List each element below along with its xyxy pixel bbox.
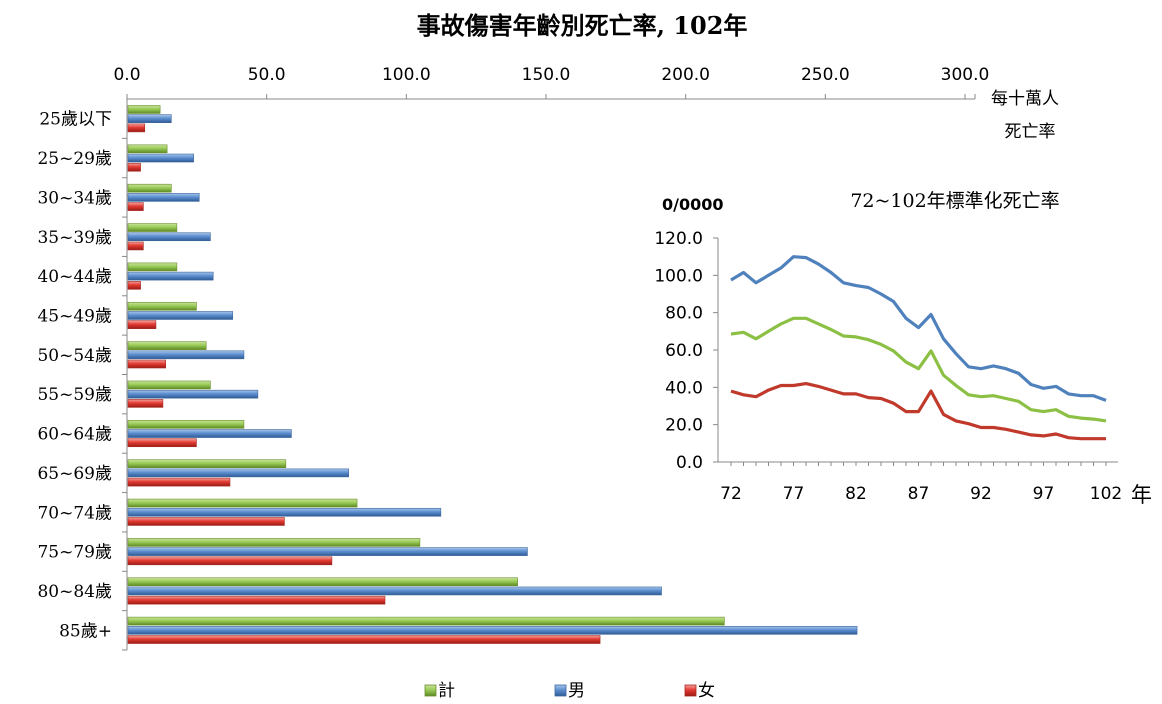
bar-female bbox=[127, 202, 144, 211]
bar-total bbox=[127, 616, 725, 626]
legend-label-total: 計 bbox=[438, 681, 455, 701]
category-label: 50~54歲 bbox=[37, 346, 112, 366]
bar-total bbox=[127, 341, 207, 350]
bar-female bbox=[127, 123, 146, 133]
bar-total bbox=[127, 538, 421, 547]
category-label: 75~79歲 bbox=[37, 543, 112, 563]
bar-female bbox=[127, 595, 386, 605]
bar-total bbox=[127, 183, 172, 193]
category-label: 70~74歲 bbox=[37, 503, 112, 523]
inset-line-male bbox=[730, 255, 1107, 402]
unit-label-line2: 死亡率 bbox=[1005, 122, 1056, 142]
legend-swatch-female bbox=[684, 684, 697, 697]
category-label: 85歲+ bbox=[59, 621, 112, 641]
bar-female bbox=[127, 359, 167, 369]
bar-male bbox=[127, 271, 214, 281]
bar-female bbox=[127, 556, 333, 566]
category-label: 60~64歲 bbox=[37, 425, 112, 445]
legend: 計 男 女 bbox=[424, 681, 715, 701]
inset-x-tick-label: 97 bbox=[1033, 484, 1055, 504]
category-label: 40~44歲 bbox=[37, 267, 112, 287]
category-label: 80~84歲 bbox=[37, 582, 112, 602]
inset-line-female bbox=[730, 382, 1106, 441]
bar-female bbox=[127, 399, 164, 408]
bar-male bbox=[127, 350, 245, 360]
category-label: 30~34歲 bbox=[37, 188, 112, 208]
main-chart-title: 事故傷害年齡別死亡率, 102年 bbox=[417, 11, 748, 40]
bar-male bbox=[127, 232, 211, 242]
inset-x-tick-label: 72 bbox=[720, 484, 742, 504]
inset-y-tick-label: 0.0 bbox=[676, 453, 703, 473]
bar-male bbox=[127, 193, 200, 202]
inset-y-tick-label: 100.0 bbox=[654, 266, 703, 286]
bar-total bbox=[127, 380, 211, 390]
inset-title: 72~102年標準化死亡率 bbox=[850, 190, 1059, 212]
bar-male bbox=[127, 468, 349, 478]
bar-male bbox=[127, 311, 234, 320]
bar-female bbox=[127, 517, 285, 526]
bar-female bbox=[127, 477, 231, 487]
main-x-tick-label: 250.0 bbox=[801, 65, 850, 85]
unit-label-line1: 每十萬人 bbox=[991, 89, 1059, 109]
bar-total bbox=[127, 262, 178, 272]
bar-female bbox=[127, 241, 144, 251]
bar-male bbox=[127, 547, 528, 556]
legend-label-male: 男 bbox=[568, 681, 585, 701]
legend-swatch-total bbox=[424, 684, 437, 697]
main-x-tick-label: 50.0 bbox=[248, 65, 286, 85]
inset-x-tick-label: 102 bbox=[1090, 484, 1122, 504]
bar-female bbox=[127, 281, 141, 290]
inset-y-tick-label: 40.0 bbox=[665, 378, 703, 398]
inset-x-tick-label: 87 bbox=[908, 484, 930, 504]
inset-x-tick-label: 92 bbox=[970, 484, 992, 504]
inset-x-tick-label: 77 bbox=[783, 484, 805, 504]
inset-x-tick-label: 82 bbox=[845, 484, 867, 504]
inset-y-tick-label: 80.0 bbox=[665, 304, 703, 324]
category-label: 25歲以下 bbox=[39, 110, 112, 130]
category-label: 35~39歲 bbox=[37, 228, 112, 248]
inset-ylabel: 0/0000 bbox=[662, 195, 724, 214]
bar-total bbox=[127, 420, 245, 429]
main-x-tick-label: 300.0 bbox=[941, 65, 990, 85]
bar-total bbox=[127, 144, 168, 154]
category-label: 45~49歲 bbox=[37, 306, 112, 326]
inset-y-tick-label: 120.0 bbox=[654, 229, 703, 249]
bar-female bbox=[127, 320, 157, 329]
bar-total bbox=[127, 498, 358, 508]
inset-y-tick-label: 20.0 bbox=[665, 416, 703, 436]
main-x-tick-label: 150.0 bbox=[522, 65, 571, 85]
bar-total bbox=[127, 223, 178, 232]
bar-male bbox=[127, 586, 662, 596]
bar-female bbox=[127, 438, 197, 448]
legend-swatch-male bbox=[554, 684, 567, 697]
legend-label-female: 女 bbox=[698, 681, 715, 701]
bar-total bbox=[127, 577, 518, 587]
bar-total bbox=[127, 105, 161, 114]
bar-total bbox=[127, 459, 287, 468]
bar-male bbox=[127, 389, 259, 399]
category-label: 25~29歲 bbox=[37, 149, 112, 169]
main-x-tick-label: 200.0 bbox=[661, 65, 710, 85]
bar-male bbox=[127, 153, 194, 163]
bar-female bbox=[127, 162, 141, 172]
category-label: 65~69歲 bbox=[37, 464, 112, 484]
inset-xlabel: 年 bbox=[1131, 483, 1152, 507]
main-x-tick-label: 0.0 bbox=[113, 65, 140, 85]
bar-male bbox=[127, 626, 858, 635]
bar-male bbox=[127, 114, 172, 123]
bar-male bbox=[127, 507, 442, 517]
bar-male bbox=[127, 429, 292, 438]
category-label: 55~59歲 bbox=[37, 385, 112, 405]
bar-total bbox=[127, 301, 197, 311]
bar-female bbox=[127, 635, 601, 644]
main-x-tick-label: 100.0 bbox=[382, 65, 431, 85]
inset-y-tick-label: 60.0 bbox=[665, 341, 703, 361]
inset-line-total bbox=[730, 316, 1107, 423]
